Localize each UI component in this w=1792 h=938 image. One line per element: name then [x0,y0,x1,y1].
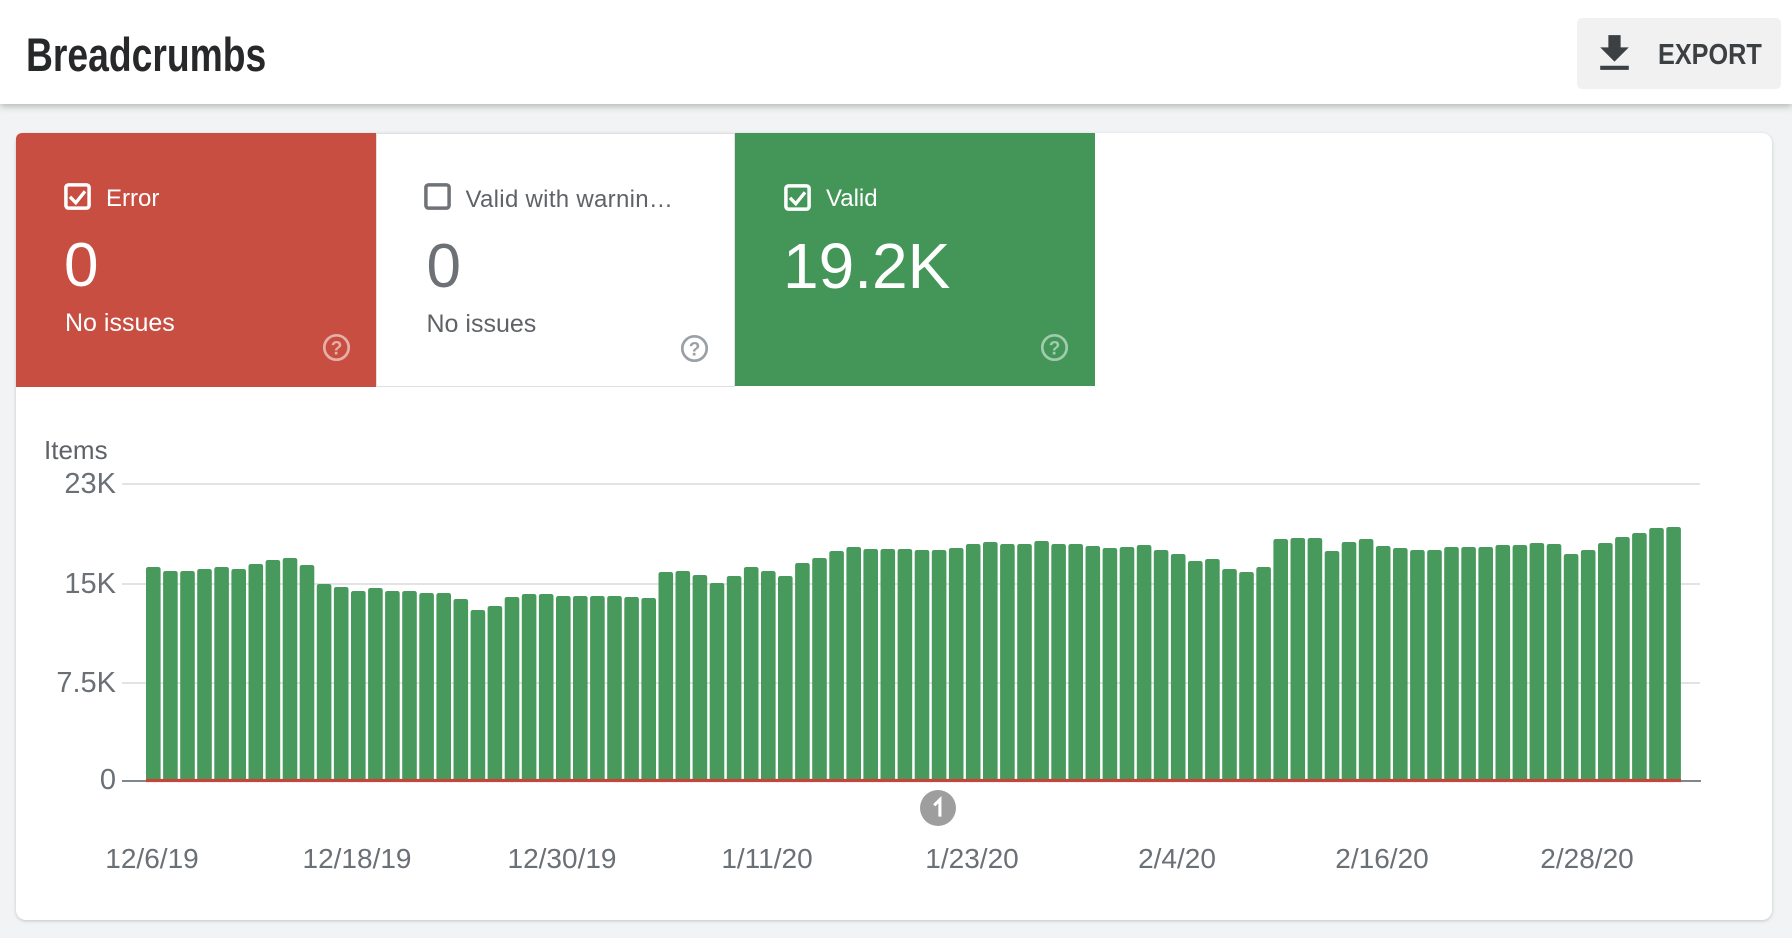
svg-text:?: ? [688,339,700,360]
svg-text:?: ? [1048,339,1060,360]
svg-text:?: ? [330,338,342,359]
